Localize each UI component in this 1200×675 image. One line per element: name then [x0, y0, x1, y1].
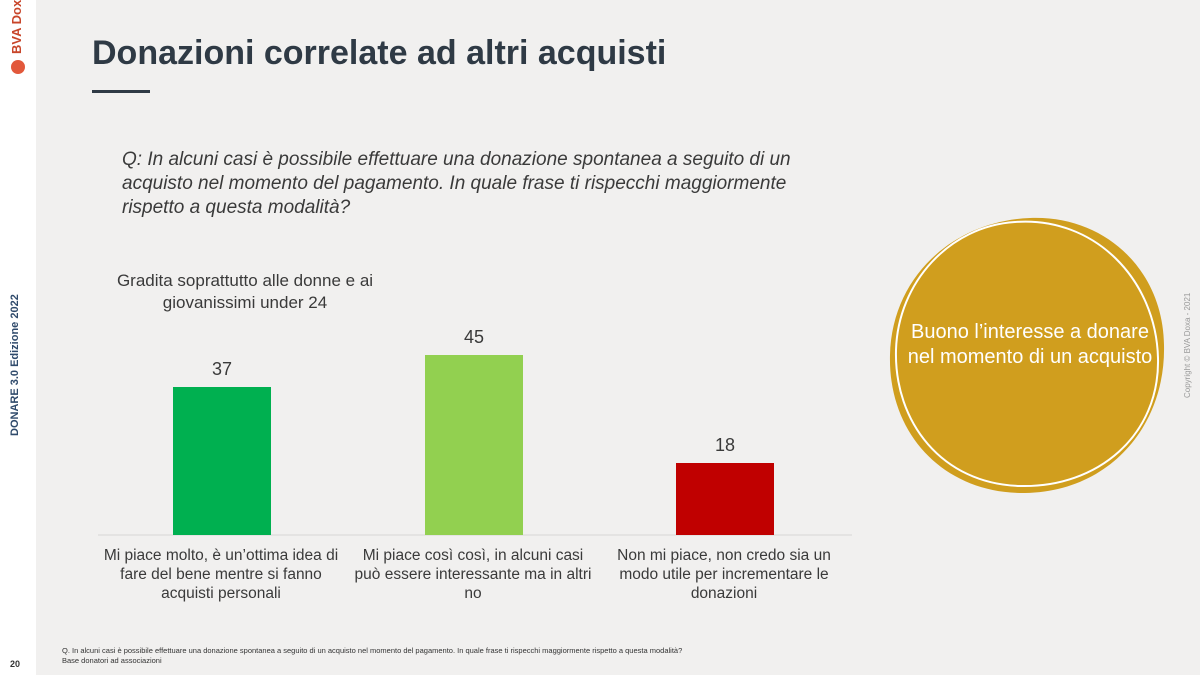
- copyright: Copyright © BVA Doxa - 2021: [1183, 292, 1192, 398]
- bar-value-label-2: 45: [464, 327, 484, 347]
- bar-2: [425, 355, 523, 535]
- logo-text: BVA Doxa: [9, 0, 24, 54]
- footnote-question: Q. In alcuni casi è possibile effettuare…: [62, 646, 683, 655]
- bar-1: [173, 387, 271, 535]
- edition-label: DONARE 3.0 Edizione 2022: [9, 294, 21, 436]
- highlight-circle: [880, 210, 1170, 500]
- highlight-blob-outline: [894, 220, 1160, 488]
- bar-chart-svg: 37 45 18: [98, 327, 852, 536]
- logo-badge-icon: [11, 60, 25, 74]
- bar-value-label-3: 18: [715, 435, 735, 455]
- category-label-3: Non mi piace, non credo sia un modo util…: [617, 547, 831, 602]
- title-underline: [92, 90, 150, 93]
- bar-value-label-1: 37: [212, 359, 232, 379]
- survey-question: Q: In alcuni casi è possibile effettuare…: [122, 149, 791, 218]
- category-label-2: Mi piace così così, in alcuni casi può e…: [354, 547, 592, 602]
- bar-3: [676, 463, 774, 535]
- category-label-1: Mi piace molto, è un’ottima idea di fare…: [103, 547, 339, 602]
- footnote: Q. In alcuni casi è possibile effettuare…: [62, 646, 822, 666]
- bar-chart: 37 45 18: [95, 320, 855, 545]
- highlight-blob-shape: [889, 217, 1165, 494]
- brand-logo: BVA Doxa: [6, 0, 30, 78]
- highlight-text: Buono l’interesse a donare nel momento d…: [907, 321, 1153, 368]
- chart-subtitle: Gradita soprattutto alle donne e ai giov…: [116, 271, 374, 312]
- side-strip: [0, 0, 36, 675]
- page-number: 20: [10, 659, 21, 669]
- page-title: Donazioni correlate ad altri acquisti: [92, 34, 667, 72]
- footnote-base: Base donatori ad associazioni: [62, 656, 162, 665]
